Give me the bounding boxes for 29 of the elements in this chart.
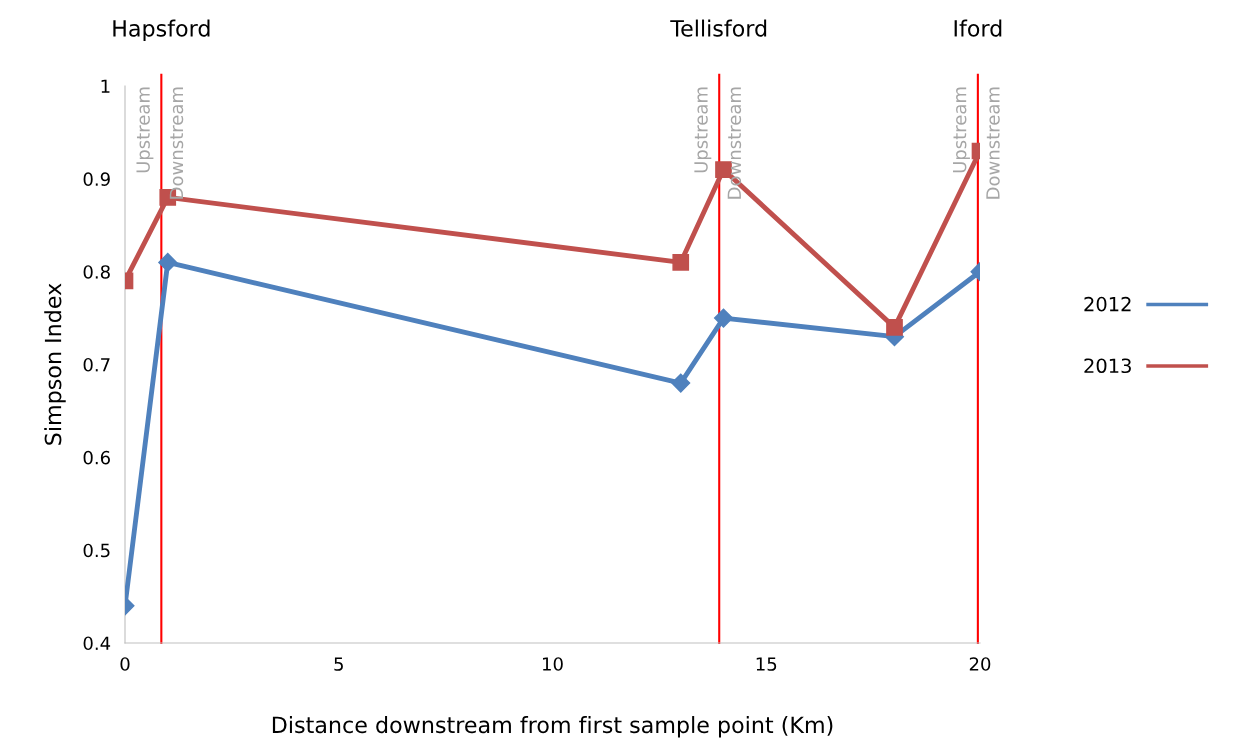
x-tick-label: 10	[543, 657, 563, 671]
y-tick-label: 0.8	[83, 265, 110, 279]
y-axis-title: Simpson Index	[44, 283, 66, 445]
y-tick-label: 0.6	[83, 450, 110, 465]
y-tick-label: 0.4	[83, 636, 111, 651]
y-tick-label: 0.7	[83, 357, 110, 372]
y-tick-label: 0.9	[83, 172, 110, 186]
ref-line-label: Hapsford	[113, 19, 210, 42]
annotation: Downstream	[169, 87, 184, 199]
annotation: Upstream	[136, 87, 154, 173]
legend-label: 2012	[1084, 296, 1131, 312]
point	[672, 254, 690, 271]
x-axis-title: Distance downstream from first sample point (Km)	[272, 716, 833, 738]
ref-line-label: Tellisford	[670, 19, 767, 37]
ref-line-label: Iford	[954, 19, 1002, 37]
legend-label: 2013	[1084, 358, 1131, 374]
y-tick-label: 0.5	[83, 543, 110, 558]
point	[886, 319, 903, 336]
x-tick-label: 0	[120, 657, 130, 671]
annotation: Upstream	[694, 87, 712, 173]
point	[671, 373, 691, 393]
annotation: Downstream	[727, 87, 742, 199]
point	[713, 308, 734, 328]
text: Downstream	[986, 87, 1000, 199]
x-tick-label: 15	[756, 657, 777, 671]
x-tick-label: 20	[969, 657, 991, 671]
y-tick-label: 1	[101, 79, 110, 93]
x-tick-label: 5	[334, 657, 343, 671]
annotation: Upstream	[953, 87, 970, 173]
